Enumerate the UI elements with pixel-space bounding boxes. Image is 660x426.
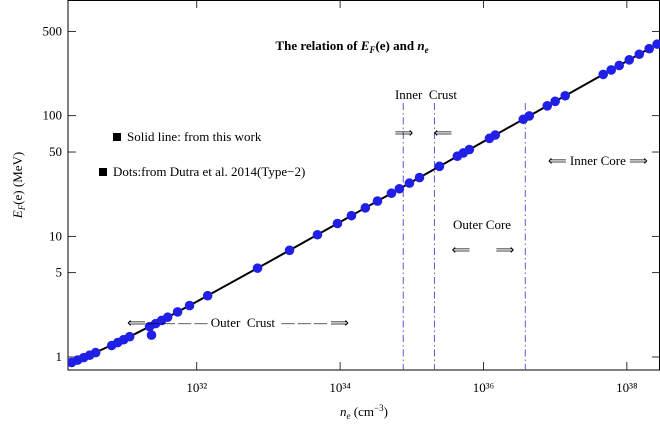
data-point <box>404 178 415 188</box>
data-point <box>490 130 501 140</box>
title-part: F <box>368 45 375 55</box>
data-point <box>624 55 635 65</box>
x-tick-label: 10³² <box>186 380 207 395</box>
xlabel-part: e <box>347 411 351 421</box>
data-point <box>90 347 101 358</box>
data-point <box>332 218 343 229</box>
data-point <box>598 69 609 80</box>
data-point <box>614 60 624 71</box>
data-point <box>312 229 323 240</box>
annotation: Outer Core <box>453 217 511 232</box>
annotation: Inner Crust <box>395 87 457 102</box>
data-point <box>644 43 655 54</box>
x-tick-label: 10³⁴ <box>329 380 351 395</box>
annotation: ⟸— — — — Outer Crust — — — ⟹ <box>127 315 349 330</box>
ylabel-part: (e) (MeV) <box>10 152 25 205</box>
data-point <box>394 183 405 194</box>
title-part: e <box>425 45 429 55</box>
legend-label: Solid line: from this work <box>127 129 262 144</box>
data-point <box>172 307 183 317</box>
title-part: (e) and <box>375 38 417 53</box>
annotation: ⟹ <box>395 125 414 140</box>
data-point <box>386 188 397 199</box>
data-point <box>346 210 357 221</box>
data-point <box>560 90 570 101</box>
y-axis-label: EF(e) (MeV) <box>10 152 27 220</box>
annotation: ⟸ <box>452 242 471 257</box>
data-point <box>202 290 213 301</box>
ylabel-part: E <box>10 210 25 219</box>
data-point <box>524 111 535 121</box>
annotation: ⟹ <box>496 242 515 257</box>
data-point <box>146 330 157 340</box>
data-point <box>542 100 553 111</box>
data-point <box>162 312 173 323</box>
data-point <box>124 331 135 342</box>
ylabel-part: F <box>17 204 27 211</box>
y-tick-label: 5 <box>56 265 63 280</box>
title-part: The relation of <box>275 38 360 53</box>
xlabel-part: −3 <box>374 403 384 413</box>
y-tick-label: 50 <box>49 144 62 159</box>
title-part: n <box>417 38 424 53</box>
data-point <box>652 39 660 49</box>
legend-marker <box>99 168 107 176</box>
title-part: E <box>360 38 370 53</box>
legend-label: Dots:from Dutra et al. 2014(Type−2) <box>113 164 305 179</box>
data-point <box>464 144 475 155</box>
chart-title: The relation of EF(e) and ne <box>275 38 428 55</box>
x-axis-label: ne (cm−3) <box>340 403 388 421</box>
data-point <box>550 96 560 107</box>
data-point <box>252 263 263 273</box>
legend-marker <box>113 133 121 141</box>
xlabel-part: n <box>340 404 347 419</box>
data-point <box>606 65 617 75</box>
data-point <box>372 196 383 206</box>
x-tick-label: 10³⁸ <box>616 380 638 395</box>
data-point <box>360 203 371 213</box>
data-point <box>634 49 645 60</box>
data-point <box>434 161 445 172</box>
annotation: ⟸ Inner Core ⟹ <box>548 153 648 168</box>
annotation: ⟸ <box>434 125 453 140</box>
data-point <box>184 300 195 311</box>
data-point <box>414 172 425 183</box>
plot-area <box>68 39 660 368</box>
y-tick-label: 1 <box>56 349 63 364</box>
xlabel-part: (cm <box>351 404 374 419</box>
y-tick-label: 100 <box>43 108 63 123</box>
y-tick-label: 10 <box>49 228 62 243</box>
y-tick-label: 500 <box>43 23 63 38</box>
data-point <box>284 245 295 256</box>
xlabel-part: ) <box>384 404 388 419</box>
x-tick-label: 10³⁶ <box>473 380 494 395</box>
